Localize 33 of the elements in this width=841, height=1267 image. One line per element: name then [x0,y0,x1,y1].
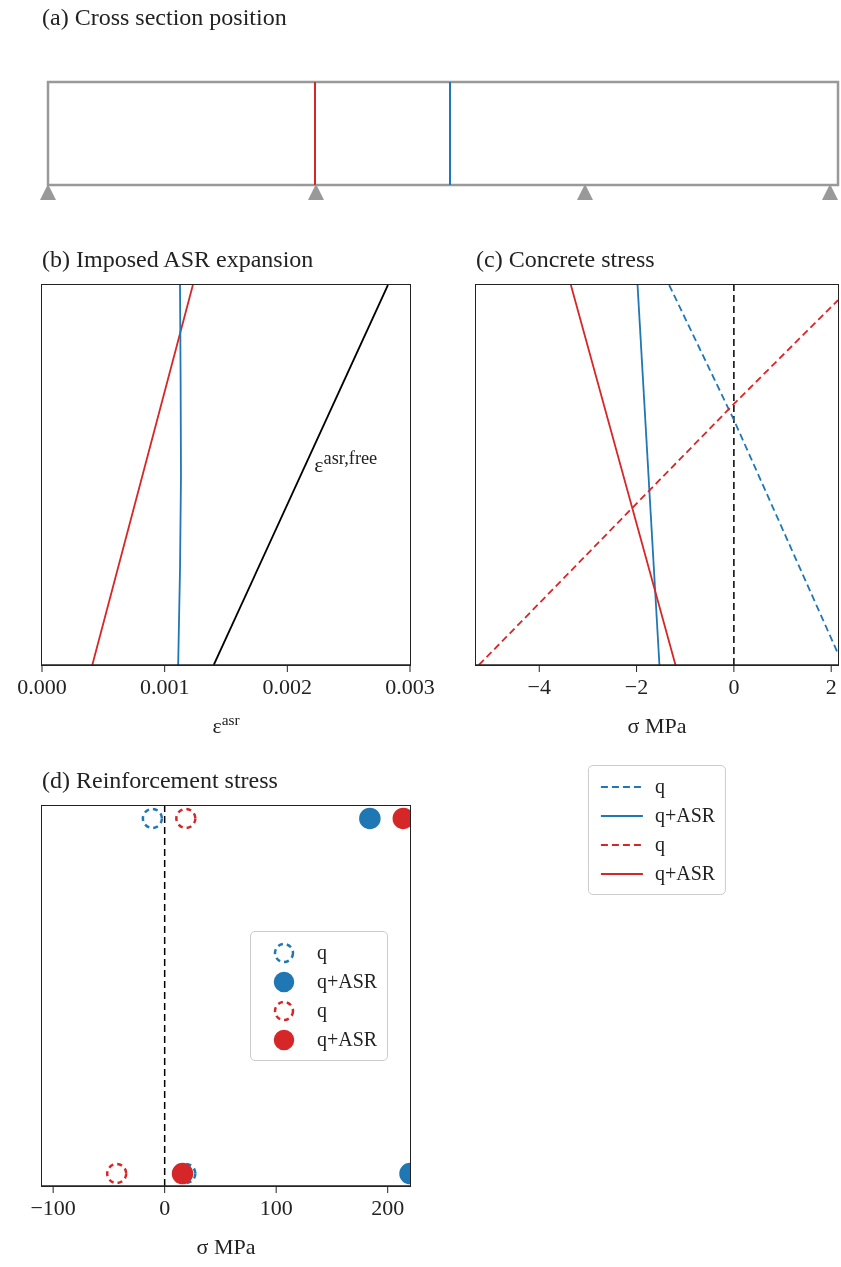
legend-label: q+ASR [317,970,378,993]
x-axis-title: σ MPa [627,713,687,738]
annotation: ε$^{asr,free}$ [314,448,378,479]
point [359,807,381,830]
legend-label: q [654,775,665,798]
point [392,807,410,830]
x-tick-label: 2 [825,673,837,699]
x-tick-label: 0 [159,1194,171,1220]
legend-label: q [317,999,327,1022]
x-tick-label: 0.001 [139,673,190,699]
point [105,1162,128,1185]
chart-title: (b) Imposed ASR expansion [42,246,314,273]
text: (a) Cross section position [42,4,287,31]
x-tick-label: −2 [624,673,649,699]
x-tick-label: 0 [728,673,740,699]
point [141,807,164,830]
x-tick-label: 0.003 [385,673,435,699]
chart-title: (d) Reinforcement stress [42,767,278,794]
legend-label: q+ASR [654,804,716,827]
x-axis-title: ε$^{asr}$ [212,710,240,738]
x-tick-label: 100 [259,1194,293,1220]
chart-title: (c) Concrete stress [476,246,655,273]
x-tick-label: 0.000 [17,673,67,699]
x-axis-title: σ MPa [196,1234,256,1259]
legend-label: q [654,833,665,856]
x-tick-label: 0.002 [262,673,313,699]
x-tick-label: −100 [30,1194,76,1220]
x-tick-label: 200 [371,1194,405,1220]
legend-label: q [317,941,327,964]
legend-label: q+ASR [654,862,716,885]
point [175,807,197,830]
x-tick-label: −4 [527,673,551,699]
legend-label: q+ASR [317,1028,378,1051]
